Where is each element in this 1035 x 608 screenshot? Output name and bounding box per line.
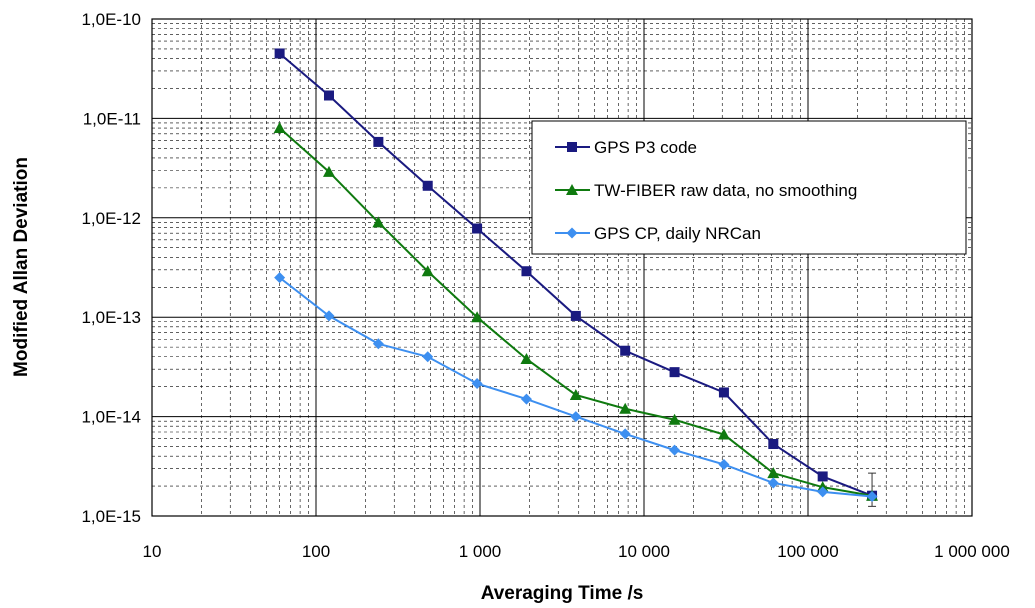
data-point: [718, 387, 729, 398]
data-point: [570, 310, 581, 321]
x-tick-label: 10: [143, 542, 162, 561]
legend-items: GPS P3 code TW-FIBER raw data, no smoothi…: [555, 138, 857, 243]
y-tick-label: 1,0E-13: [81, 308, 141, 327]
data-point: [668, 413, 681, 425]
tick-labels: 10 100 1 000 10 000 100 000 1 000 000 1,0E-10 1…: [81, 10, 1009, 561]
legend-label: TW-FIBER raw data, no smoothing: [594, 181, 857, 200]
data-point: [768, 439, 779, 450]
data-point: [422, 180, 433, 191]
data-point: [817, 486, 829, 498]
x-tick-label: 1 000 000: [934, 542, 1010, 561]
data-point: [520, 352, 533, 364]
data-point: [422, 351, 434, 363]
legend-box: [531, 120, 967, 255]
data-point: [520, 393, 532, 405]
grid: [152, 19, 972, 516]
data-point: [274, 48, 285, 59]
x-tick-label: 100: [302, 542, 330, 561]
data-point: [471, 311, 484, 323]
data-point: [570, 411, 582, 423]
y-tick-label: 1,0E-14: [81, 408, 141, 427]
data-point: [866, 491, 878, 503]
data-point: [373, 136, 384, 147]
data-point: [619, 402, 632, 414]
x-axis-title: Averaging Time /s: [481, 583, 644, 604]
data-point: [569, 388, 582, 400]
x-tick-label: 1 000: [459, 542, 502, 561]
data-point: [521, 266, 532, 277]
data-point: [472, 223, 483, 234]
legend-label: GPS P3 code: [594, 138, 697, 157]
y-axis-title: Modified Allan Deviation: [11, 157, 32, 377]
legend: GPS P3 code TW-FIBER raw data, no smoothi…: [531, 120, 967, 255]
y-tick-label: 1,0E-10: [81, 10, 141, 29]
data-point: [817, 471, 828, 482]
data-point: [323, 90, 334, 101]
legend-marker: [566, 184, 578, 195]
data-point: [273, 122, 286, 134]
series-layer: [273, 48, 879, 507]
data-point: [619, 428, 631, 440]
data-point: [767, 467, 780, 479]
x-tick-label: 10 000: [618, 542, 670, 561]
data-point: [322, 165, 335, 177]
y-tick-label: 1,0E-11: [83, 109, 141, 128]
data-point: [718, 458, 730, 470]
x-tick-label: 100 000: [777, 542, 838, 561]
legend-label: GPS CP, daily NRCan: [594, 224, 761, 243]
data-point: [620, 345, 631, 356]
data-point: [717, 428, 730, 440]
data-point: [767, 477, 779, 489]
series-group: [274, 272, 878, 503]
data-point: [471, 378, 483, 390]
data-point: [274, 272, 286, 284]
legend-marker: [567, 142, 577, 152]
data-point: [372, 338, 384, 350]
y-tick-label: 1,0E-15: [81, 507, 141, 526]
y-tick-label: 1,0E-12: [81, 209, 141, 228]
data-point: [372, 216, 385, 228]
plot-area-border: [151, 18, 973, 517]
data-point: [669, 444, 681, 456]
data-point: [669, 367, 680, 378]
legend-marker: [566, 227, 578, 239]
data-point: [421, 265, 434, 277]
data-point: [323, 310, 335, 322]
